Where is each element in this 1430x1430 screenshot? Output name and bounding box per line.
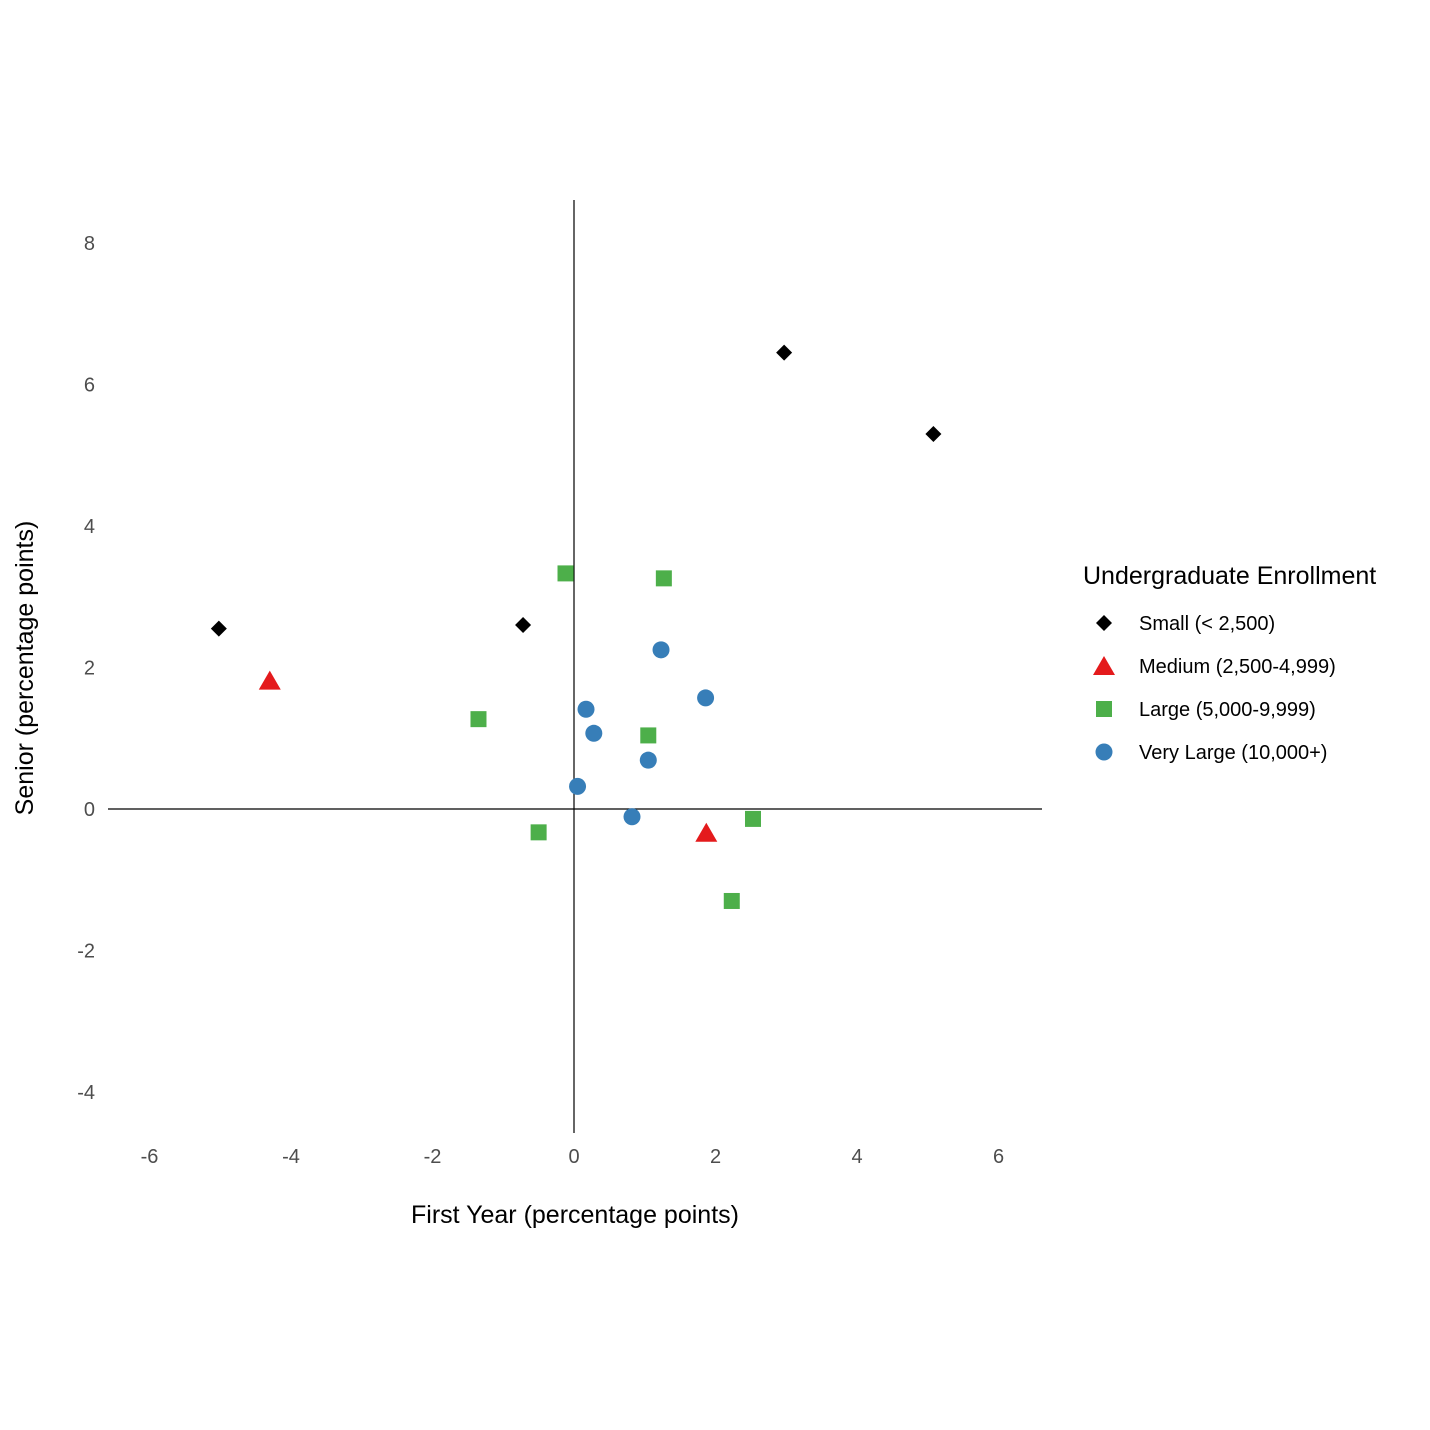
diamond-point: [515, 617, 532, 634]
x-tick-label: -2: [424, 1146, 442, 1168]
diamond-point: [776, 344, 793, 361]
square-point: [744, 810, 761, 827]
square-point: [557, 565, 574, 582]
circle-point: [639, 751, 657, 769]
x-tick-label: 6: [993, 1146, 1004, 1168]
x-tick-label: 2: [710, 1146, 721, 1168]
legend-key-triangle-icon: [1093, 656, 1115, 675]
legend-key-circle-icon: [1095, 743, 1113, 761]
legend-label: Medium (2,500-4,999): [1139, 656, 1336, 678]
triangle-point: [258, 670, 281, 690]
legend-key-diamond-icon: [1096, 615, 1112, 631]
y-tick-label: 2: [84, 658, 95, 680]
x-tick-label: -6: [141, 1146, 159, 1168]
diamond-point: [925, 426, 942, 443]
circle-point: [569, 777, 587, 795]
circle-point: [585, 724, 603, 742]
y-tick-label: 0: [84, 799, 95, 821]
circle-point: [623, 808, 641, 826]
circle-point: [577, 700, 595, 718]
diamond-point: [210, 620, 227, 637]
data-points: [210, 344, 942, 909]
y-tick-label: 8: [84, 233, 95, 255]
x-tick-label: -4: [282, 1146, 300, 1168]
square-point: [655, 570, 672, 587]
y-tick-label: -4: [77, 1082, 95, 1104]
y-tick-label: 6: [84, 375, 95, 397]
triangle-point: [695, 822, 718, 842]
legend-title: Undergraduate Enrollment: [1083, 562, 1376, 590]
y-tick-label: 4: [84, 516, 95, 538]
legend-label: Large (5,000-9,999): [1139, 699, 1316, 721]
y-axis-ticks: -4 -2 0 2 4 6 8: [77, 233, 95, 1104]
circle-point: [652, 641, 670, 659]
y-axis-title: Senior (percentage points): [11, 521, 39, 816]
square-point: [530, 824, 547, 841]
square-point: [640, 727, 657, 744]
legend-label: Small (< 2,500): [1139, 613, 1275, 635]
square-point: [470, 711, 487, 728]
circle-point: [697, 689, 715, 707]
y-tick-label: -2: [77, 941, 95, 963]
x-tick-label: 0: [568, 1146, 579, 1168]
reference-lines: [108, 200, 1042, 1133]
x-axis-ticks: -6 -4 -2 0 2 4 6: [141, 1146, 1004, 1168]
x-axis-title: First Year (percentage points): [411, 1201, 739, 1229]
legend-key-square-icon: [1096, 701, 1112, 717]
square-point: [723, 892, 740, 909]
x-tick-label: 4: [851, 1146, 862, 1168]
legend: Undergraduate Enrollment Small (< 2,500)…: [1083, 562, 1376, 764]
legend-label: Very Large (10,000+): [1139, 742, 1327, 764]
